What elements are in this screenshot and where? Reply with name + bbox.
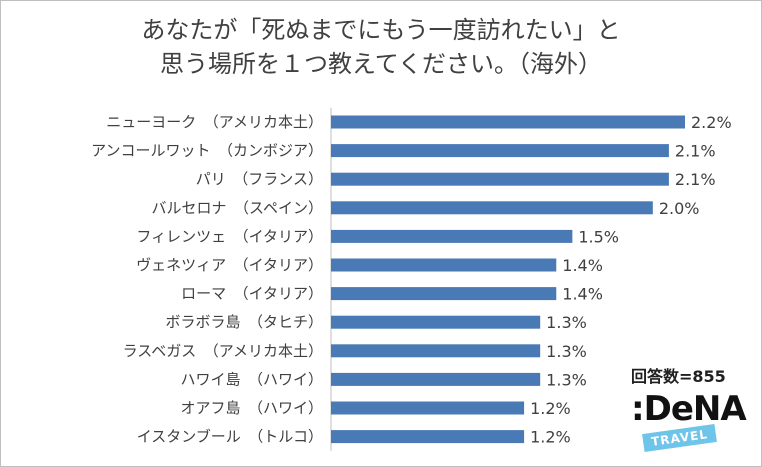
- bar: [331, 144, 669, 158]
- category-label: イスタンブール （トルコ）: [137, 428, 323, 446]
- value-label: 1.5%: [578, 227, 619, 246]
- title-line-2: 思う場所を１つ教えてください。（海外）: [159, 50, 603, 78]
- sample-size-label: 回答数=855: [631, 367, 726, 386]
- chart-title: あなたが「死ぬまでにもう一度訪れたい」と 思う場所を１つ教えてください。（海外）: [1, 13, 761, 81]
- category-label: ローマ （イタリア）: [181, 285, 323, 303]
- title-line-1: あなたが「死ぬまでにもう一度訪れたい」と: [141, 16, 621, 44]
- bar: [331, 229, 573, 243]
- value-label: 2.1%: [675, 170, 716, 189]
- bar: [331, 372, 541, 386]
- value-label: 2.0%: [659, 199, 700, 218]
- bar: [331, 201, 653, 215]
- category-label: ボラボラ島 （タヒチ）: [165, 313, 323, 331]
- category-label: フィレンツェ （イタリア）: [136, 227, 323, 245]
- category-label: ニューヨーク （アメリカ本土）: [106, 113, 323, 131]
- category-label: アンコールワット （カンボジア）: [91, 142, 323, 160]
- category-label: バルセロナ （スペイン）: [152, 199, 323, 217]
- value-label: 1.3%: [546, 370, 587, 389]
- bar: [331, 430, 525, 444]
- value-label: 2.1%: [675, 142, 716, 161]
- bar: [331, 115, 685, 129]
- bar: [331, 344, 541, 358]
- value-label: 1.2%: [530, 428, 571, 447]
- value-label: 1.3%: [546, 313, 587, 332]
- value-label: 1.4%: [562, 256, 603, 275]
- bar: [331, 172, 669, 186]
- category-label: オアフ島 （ハワイ）: [180, 399, 323, 417]
- category-label: ヴェネツィア （イタリア）: [136, 256, 323, 274]
- bar: [331, 287, 557, 301]
- logo-wordmark: :DeNA: [631, 389, 747, 429]
- value-label: 1.3%: [546, 342, 587, 361]
- bar: [331, 401, 525, 415]
- value-label: 1.4%: [562, 285, 603, 304]
- value-label: 2.2%: [691, 113, 732, 132]
- bar: [331, 258, 557, 272]
- bar: [331, 315, 541, 329]
- category-label: ラスベガス （アメリカ本土）: [123, 342, 323, 360]
- value-label: 1.2%: [530, 399, 571, 418]
- category-label: パリ （フランス）: [196, 170, 323, 188]
- category-label: ハワイ島 （ハワイ）: [180, 370, 323, 388]
- dena-travel-logo: :DeNA TRAVEL: [625, 389, 747, 457]
